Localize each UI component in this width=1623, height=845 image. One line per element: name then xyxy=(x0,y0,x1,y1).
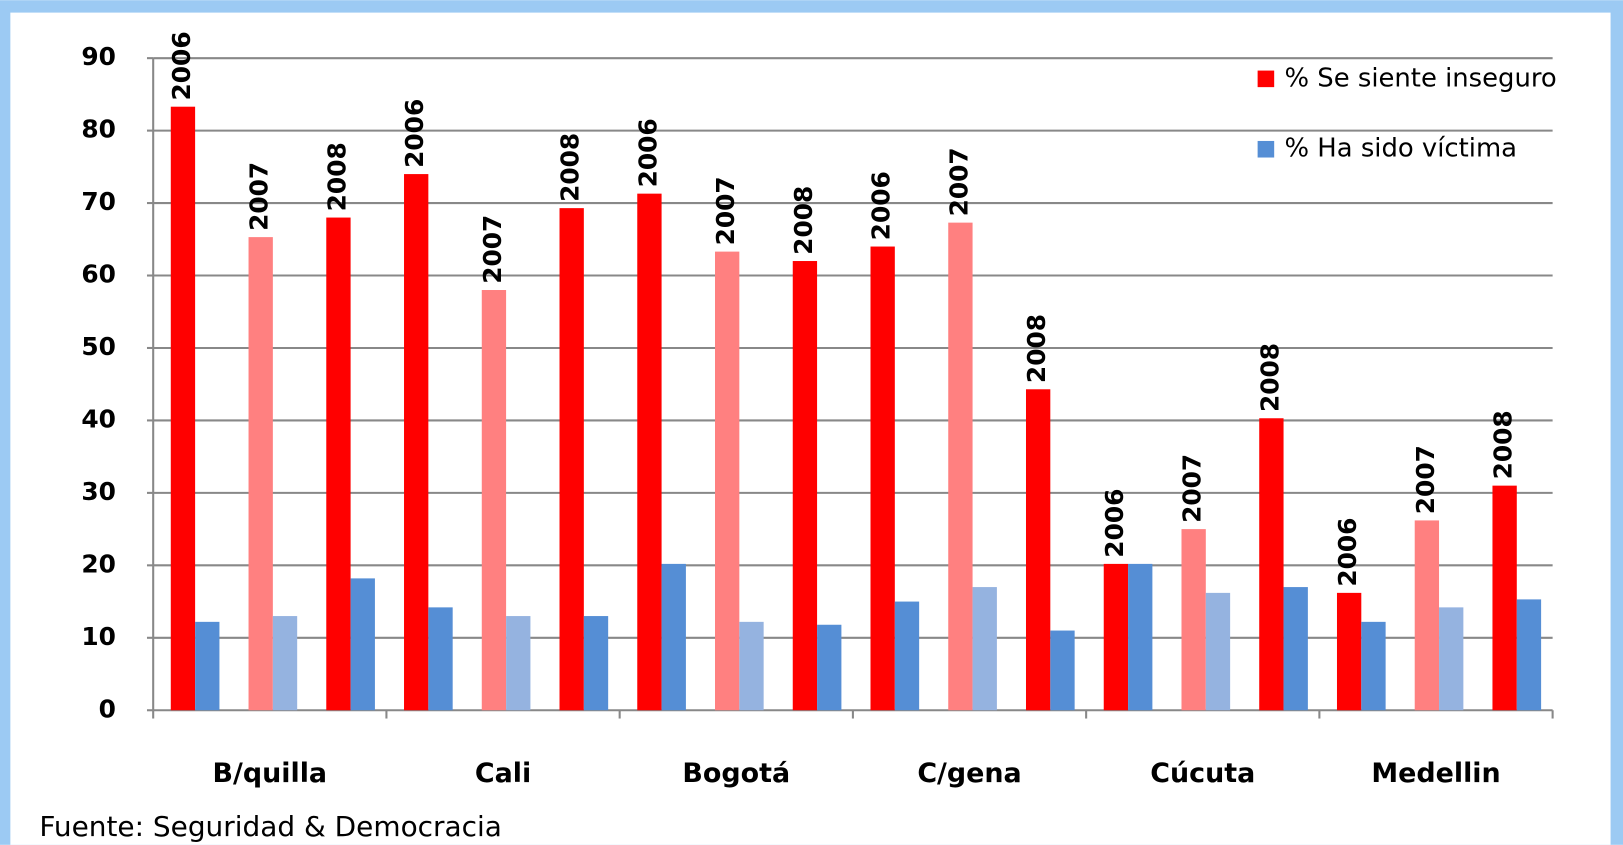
x-tick-label: Cúcuta xyxy=(1150,758,1255,789)
x-tick-label: Cali xyxy=(475,758,531,789)
year-label: 2006 xyxy=(167,31,196,100)
year-label: 2008 xyxy=(556,133,585,202)
bar xyxy=(661,563,686,711)
year-label: 2007 xyxy=(245,162,274,231)
bar xyxy=(506,616,531,711)
year-label: 2008 xyxy=(1489,410,1518,479)
x-tick-label: Medellin xyxy=(1371,758,1500,789)
bar xyxy=(972,587,997,711)
bar xyxy=(326,217,351,711)
bar xyxy=(1205,592,1231,711)
year-label: 2008 xyxy=(1022,314,1051,383)
legend-label: % Ha sido víctima xyxy=(1285,134,1517,164)
y-tick-label: 40 xyxy=(81,404,116,433)
bar xyxy=(1259,418,1284,711)
bar xyxy=(1516,599,1542,711)
legend-label: % Se siente inseguro xyxy=(1285,63,1557,93)
bar xyxy=(870,246,895,711)
bar xyxy=(248,237,273,711)
bar xyxy=(1181,529,1206,711)
bar xyxy=(1283,587,1308,711)
bar xyxy=(481,290,507,711)
bar xyxy=(428,607,453,711)
year-label: 2007 xyxy=(1411,445,1440,514)
bar xyxy=(792,261,818,711)
bar xyxy=(1103,563,1129,711)
year-label: 2007 xyxy=(478,215,507,284)
bar xyxy=(350,578,375,711)
year-label: 2006 xyxy=(1100,489,1129,558)
y-tick-label: 10 xyxy=(81,622,116,651)
bar xyxy=(1128,563,1153,711)
legend-swatch xyxy=(1257,70,1275,88)
y-tick-label: 50 xyxy=(81,332,116,361)
bar xyxy=(817,624,842,711)
x-tick-label: C/gena xyxy=(917,758,1021,789)
x-tick-label: Bogotá xyxy=(682,758,790,789)
y-tick-label: 70 xyxy=(81,187,116,216)
x-tick-label: B/quilla xyxy=(213,758,328,789)
bar xyxy=(170,106,196,711)
year-label: 2008 xyxy=(789,186,818,255)
y-tick-label: 20 xyxy=(81,549,116,578)
y-tick-label: 30 xyxy=(81,477,116,506)
bar xyxy=(715,251,740,711)
bar xyxy=(1439,607,1464,711)
y-tick-label: 80 xyxy=(81,115,116,144)
year-label: 2006 xyxy=(633,118,662,187)
bar xyxy=(894,601,920,711)
year-label: 2006 xyxy=(867,171,896,240)
year-label: 2008 xyxy=(1255,343,1284,412)
year-label: 2006 xyxy=(1333,518,1362,587)
source-note: Fuente: Seguridad & Democracia xyxy=(39,810,502,843)
bar xyxy=(1361,621,1386,711)
y-tick-label: 0 xyxy=(99,694,116,723)
bar xyxy=(1050,630,1075,711)
y-tick-label: 90 xyxy=(81,42,116,71)
year-label: 2006 xyxy=(400,99,429,168)
bar xyxy=(559,208,584,711)
bar xyxy=(272,616,298,711)
year-label: 2008 xyxy=(322,142,351,211)
year-label: 2007 xyxy=(1178,454,1207,523)
bar xyxy=(1414,520,1440,711)
y-tick-label: 60 xyxy=(81,260,116,289)
bar xyxy=(1025,389,1051,711)
bar xyxy=(1336,592,1362,711)
bar xyxy=(583,616,609,711)
legend-swatch xyxy=(1257,140,1275,158)
bar xyxy=(195,621,220,711)
bar xyxy=(739,621,764,711)
bar xyxy=(637,193,662,711)
year-label: 2007 xyxy=(711,176,740,245)
bar xyxy=(1492,485,1517,711)
bar xyxy=(948,222,973,711)
year-label: 2007 xyxy=(944,147,973,216)
bar xyxy=(404,174,429,711)
